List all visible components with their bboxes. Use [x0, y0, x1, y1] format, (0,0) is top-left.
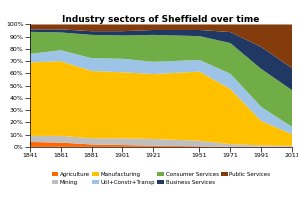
Legend: Agriculture, Mining, Manufacturing, Util+Constr+Transp, Consumer Services, Busin: Agriculture, Mining, Manufacturing, Util… [52, 172, 270, 185]
Title: Industry sectors of Sheffield over time: Industry sectors of Sheffield over time [62, 15, 260, 24]
